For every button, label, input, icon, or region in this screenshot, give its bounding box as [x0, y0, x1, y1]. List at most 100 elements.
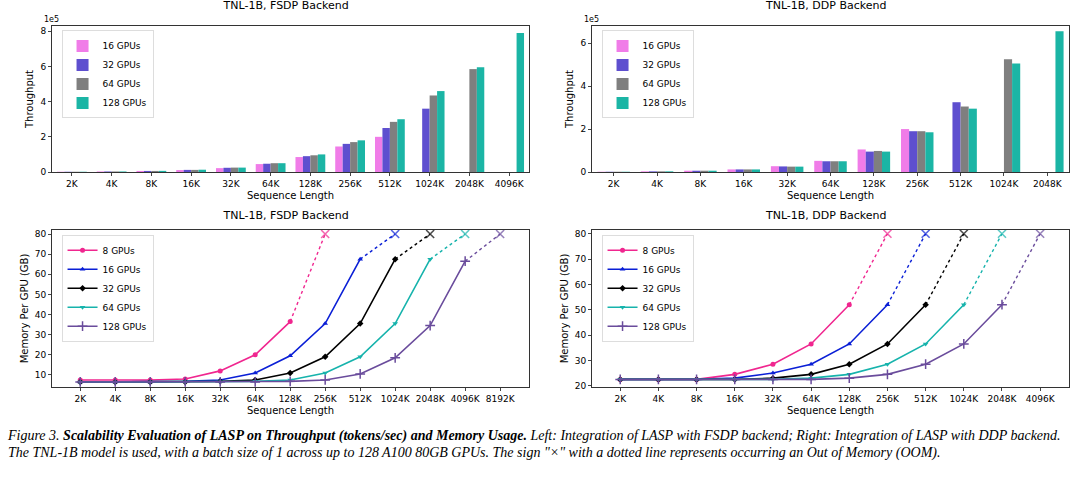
- svg-text:512K: 512K: [349, 394, 373, 404]
- svg-text:8K: 8K: [695, 179, 708, 189]
- svg-text:0: 0: [40, 167, 46, 177]
- svg-text:64K: 64K: [247, 394, 265, 404]
- svg-text:64K: 64K: [262, 179, 280, 189]
- svg-text:60: 60: [35, 269, 47, 279]
- svg-text:Sequence Length: Sequence Length: [247, 405, 334, 416]
- svg-text:32 GPUs: 32 GPUs: [643, 284, 681, 294]
- svg-text:2048K: 2048K: [455, 179, 485, 189]
- svg-text:10: 10: [35, 370, 47, 380]
- svg-text:16 GPUs: 16 GPUs: [103, 265, 141, 275]
- svg-text:30: 30: [35, 330, 47, 340]
- svg-text:64 GPUs: 64 GPUs: [643, 303, 681, 313]
- svg-text:20: 20: [35, 350, 47, 360]
- svg-text:6: 6: [580, 38, 586, 48]
- svg-text:4K: 4K: [653, 394, 666, 404]
- svg-text:32K: 32K: [222, 179, 240, 189]
- svg-text:50: 50: [575, 305, 587, 315]
- svg-text:1024K: 1024K: [990, 179, 1020, 189]
- svg-text:Sequence Length: Sequence Length: [787, 405, 874, 416]
- svg-text:8 GPUs: 8 GPUs: [643, 246, 676, 256]
- svg-text:16K: 16K: [177, 394, 195, 404]
- svg-text:32K: 32K: [764, 394, 782, 404]
- svg-text:64K: 64K: [802, 394, 820, 404]
- svg-text:4096K: 4096K: [495, 179, 525, 189]
- svg-text:128K: 128K: [838, 394, 862, 404]
- svg-text:16K: 16K: [735, 179, 753, 189]
- svg-text:128 GPUs: 128 GPUs: [103, 98, 147, 108]
- svg-text:4: 4: [580, 81, 586, 91]
- svg-text:Memory Per GPU (GB): Memory Per GPU (GB): [19, 254, 30, 364]
- svg-text:40: 40: [575, 330, 587, 340]
- svg-text:2K: 2K: [66, 179, 79, 189]
- svg-text:64K: 64K: [822, 179, 840, 189]
- svg-text:TNL-1B, DDP Backend: TNL-1B, DDP Backend: [765, 210, 887, 222]
- svg-text:1024K: 1024K: [949, 394, 979, 404]
- svg-text:4096K: 4096K: [451, 394, 481, 404]
- svg-text:128 GPUs: 128 GPUs: [643, 98, 687, 108]
- svg-text:4096K: 4096K: [1026, 394, 1056, 404]
- svg-text:128K: 128K: [299, 179, 323, 189]
- svg-text:40: 40: [35, 310, 47, 320]
- svg-text:16K: 16K: [726, 394, 744, 404]
- svg-text:256K: 256K: [339, 179, 363, 189]
- svg-text:64 GPUs: 64 GPUs: [103, 79, 141, 89]
- svg-text:32 GPUs: 32 GPUs: [103, 284, 141, 294]
- svg-text:4: 4: [40, 97, 46, 107]
- svg-text:64 GPUs: 64 GPUs: [643, 79, 681, 89]
- svg-text:4K: 4K: [109, 394, 122, 404]
- svg-text:30: 30: [575, 356, 587, 366]
- svg-text:4K: 4K: [106, 179, 119, 189]
- svg-text:16 GPUs: 16 GPUs: [643, 265, 681, 275]
- svg-text:256K: 256K: [314, 394, 338, 404]
- svg-text:60: 60: [575, 280, 587, 290]
- svg-text:128K: 128K: [279, 394, 303, 404]
- svg-text:0: 0: [580, 167, 586, 177]
- svg-text:32K: 32K: [212, 394, 230, 404]
- svg-text:2K: 2K: [608, 179, 621, 189]
- svg-text:8: 8: [40, 26, 46, 36]
- svg-text:2048K: 2048K: [988, 394, 1018, 404]
- svg-text:128K: 128K: [862, 179, 886, 189]
- svg-text:32 GPUs: 32 GPUs: [643, 60, 681, 70]
- svg-text:16K: 16K: [182, 179, 200, 189]
- svg-text:1024K: 1024K: [415, 179, 445, 189]
- svg-text:128 GPUs: 128 GPUs: [103, 322, 147, 332]
- svg-text:2: 2: [40, 132, 46, 142]
- svg-text:1e5: 1e5: [584, 15, 599, 24]
- svg-text:50: 50: [35, 290, 47, 300]
- svg-text:TNL-1B, DDP Backend: TNL-1B, DDP Backend: [765, 0, 887, 12]
- svg-text:2K: 2K: [614, 394, 627, 404]
- svg-text:32K: 32K: [778, 179, 796, 189]
- svg-text:6: 6: [40, 62, 46, 72]
- svg-text:16 GPUs: 16 GPUs: [103, 41, 141, 51]
- svg-text:70: 70: [575, 254, 587, 264]
- svg-text:128 GPUs: 128 GPUs: [643, 322, 687, 332]
- svg-text:20: 20: [575, 381, 587, 391]
- svg-text:TNL-1B, FSDP Backend: TNL-1B, FSDP Backend: [223, 0, 349, 12]
- svg-text:80: 80: [575, 229, 587, 239]
- svg-text:2048K: 2048K: [1033, 179, 1063, 189]
- svg-text:8 GPUs: 8 GPUs: [103, 246, 136, 256]
- svg-text:64 GPUs: 64 GPUs: [103, 303, 141, 313]
- svg-text:TNL-1B, FSDP Backend: TNL-1B, FSDP Backend: [223, 210, 349, 222]
- svg-text:Memory Per GPU (GB): Memory Per GPU (GB): [559, 254, 570, 364]
- svg-text:Sequence Length: Sequence Length: [787, 190, 874, 201]
- svg-text:1024K: 1024K: [381, 394, 411, 404]
- svg-text:512K: 512K: [378, 179, 402, 189]
- svg-text:Throughput: Throughput: [24, 70, 35, 129]
- svg-text:512K: 512K: [914, 394, 938, 404]
- svg-text:80: 80: [35, 229, 47, 239]
- svg-text:8K: 8K: [146, 179, 159, 189]
- svg-text:256K: 256K: [876, 394, 900, 404]
- svg-text:512K: 512K: [949, 179, 973, 189]
- svg-text:Sequence Length: Sequence Length: [247, 190, 334, 201]
- svg-text:8192K: 8192K: [486, 394, 516, 404]
- svg-text:8K: 8K: [691, 394, 704, 404]
- svg-text:70: 70: [35, 249, 47, 259]
- svg-text:16 GPUs: 16 GPUs: [643, 41, 681, 51]
- svg-text:4K: 4K: [651, 179, 664, 189]
- svg-text:Throughput: Throughput: [564, 70, 575, 129]
- svg-text:1e5: 1e5: [44, 15, 59, 24]
- svg-text:2: 2: [580, 124, 586, 134]
- svg-text:2048K: 2048K: [416, 394, 446, 404]
